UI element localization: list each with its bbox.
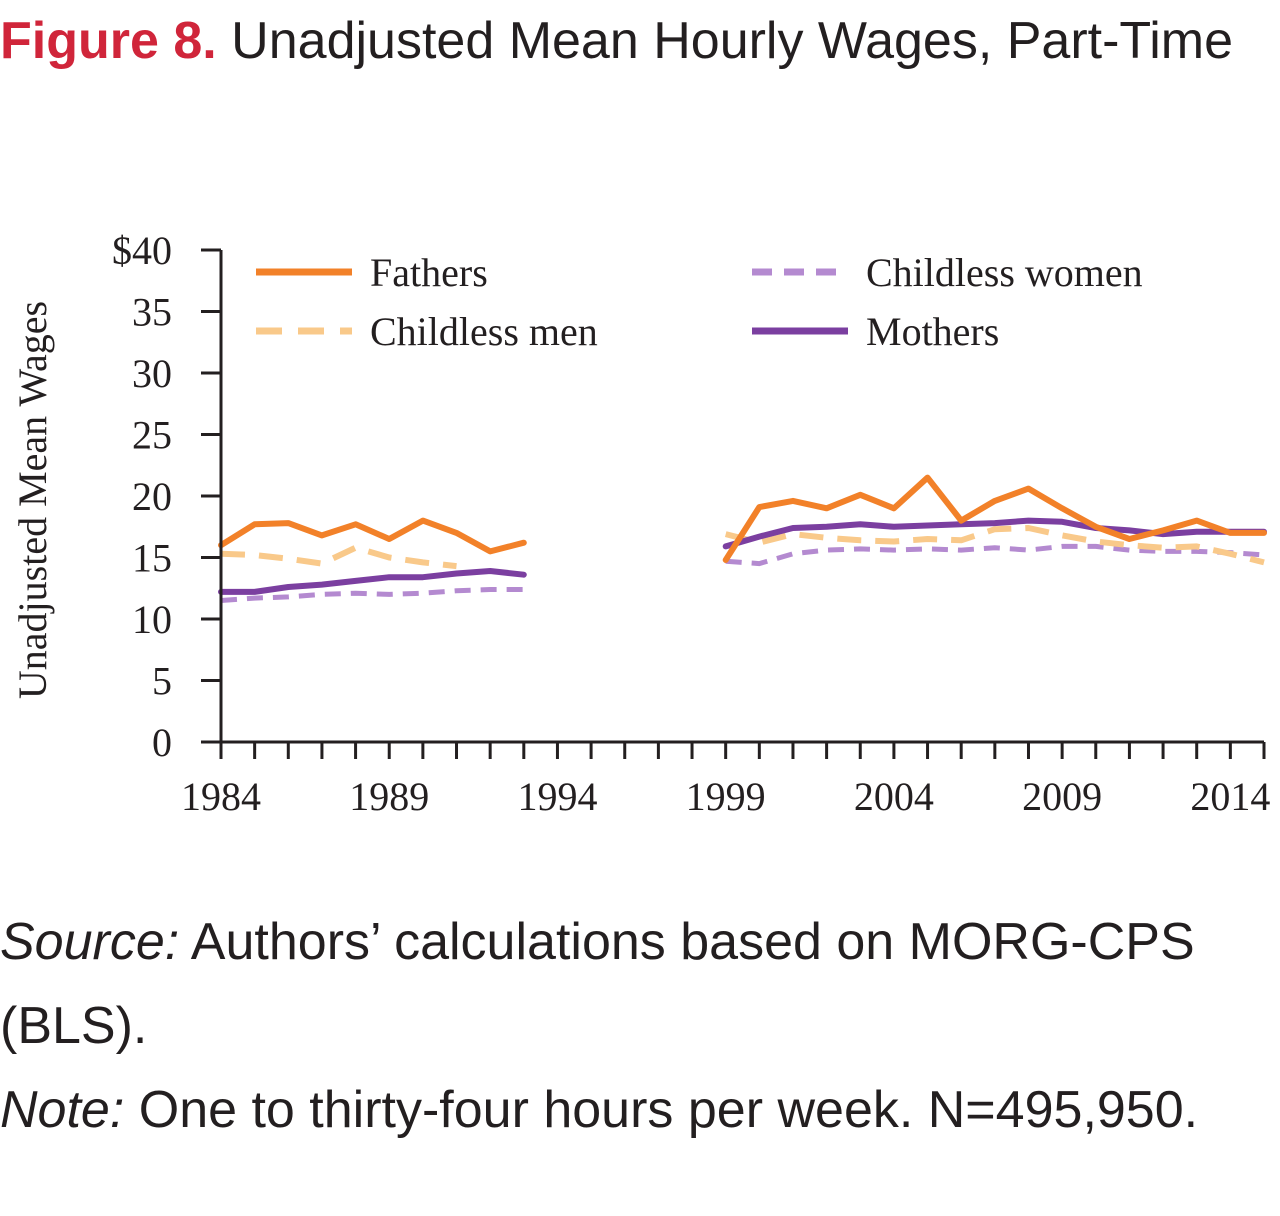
note-label: Note:: [0, 1081, 125, 1139]
plot-lines: [218, 474, 1267, 603]
y-tick-label: 0: [152, 720, 172, 765]
y-tick-label: $40: [112, 228, 172, 273]
series-line-fathers: [722, 474, 1267, 563]
figure-title-text: Unadjusted Mean Hourly Wages, Part-Time: [231, 12, 1234, 70]
x-tick-label: 1984: [181, 774, 261, 819]
figure-title: Figure 8. Unadjusted Mean Hourly Wages, …: [0, 0, 1276, 82]
line-chart: 0 5 10 15 20 25 30 35 $40 1984 1989 1994 1999 2004 200…: [10, 228, 1270, 819]
note-text: One to thirty-four hours per week. N=495…: [124, 1081, 1199, 1139]
legend-label-childless-men: Childless men: [370, 309, 598, 354]
source-text: Authors’ calculations based on MORG-CPS …: [0, 913, 1195, 1055]
x-tick-label: 2014: [1190, 774, 1270, 819]
series-line-mothers: [218, 568, 527, 595]
series-line-childless-women: [725, 543, 1265, 567]
series-line-childless-men: [220, 544, 457, 570]
x-tick-label: 2009: [1022, 774, 1102, 819]
figure-notes: Source: Authors’ calculations based on M…: [0, 900, 1270, 1152]
source-note: Source: Authors’ calculations based on M…: [0, 900, 1270, 1068]
y-axis-label: Unadjusted Mean Wages: [10, 301, 55, 699]
source-label: Source:: [0, 913, 180, 971]
y-tick-label: 25: [132, 413, 172, 458]
figure-label: Figure 8.: [0, 12, 217, 70]
x-tick-label: 1999: [686, 774, 766, 819]
x-tick-label: 1989: [349, 774, 429, 819]
y-tick-label: 5: [152, 659, 172, 704]
y-tick-label: 15: [132, 536, 172, 581]
series-line-fathers: [218, 517, 527, 555]
legend: Fathers Childless women Childless men Mothe…: [256, 250, 1143, 354]
legend-label-childless-women: Childless women: [866, 250, 1143, 295]
y-tick-label: 20: [132, 474, 172, 519]
y-tick-label: 10: [132, 597, 172, 642]
y-tick-label: 30: [132, 351, 172, 396]
series-line-childless-men: [724, 525, 1265, 566]
x-tick-label: 2004: [854, 774, 934, 819]
note: Note: One to thirty-four hours per week.…: [0, 1068, 1270, 1152]
y-tick-label: 35: [132, 290, 172, 335]
legend-label-mothers: Mothers: [866, 309, 999, 354]
series-line-mothers: [722, 517, 1267, 550]
x-tick-label: 1994: [517, 774, 597, 819]
axes: 0 5 10 15 20 25 30 35 $40 1984 1989 1994 1999 2004 200…: [112, 228, 1270, 819]
legend-label-fathers: Fathers: [370, 250, 488, 295]
